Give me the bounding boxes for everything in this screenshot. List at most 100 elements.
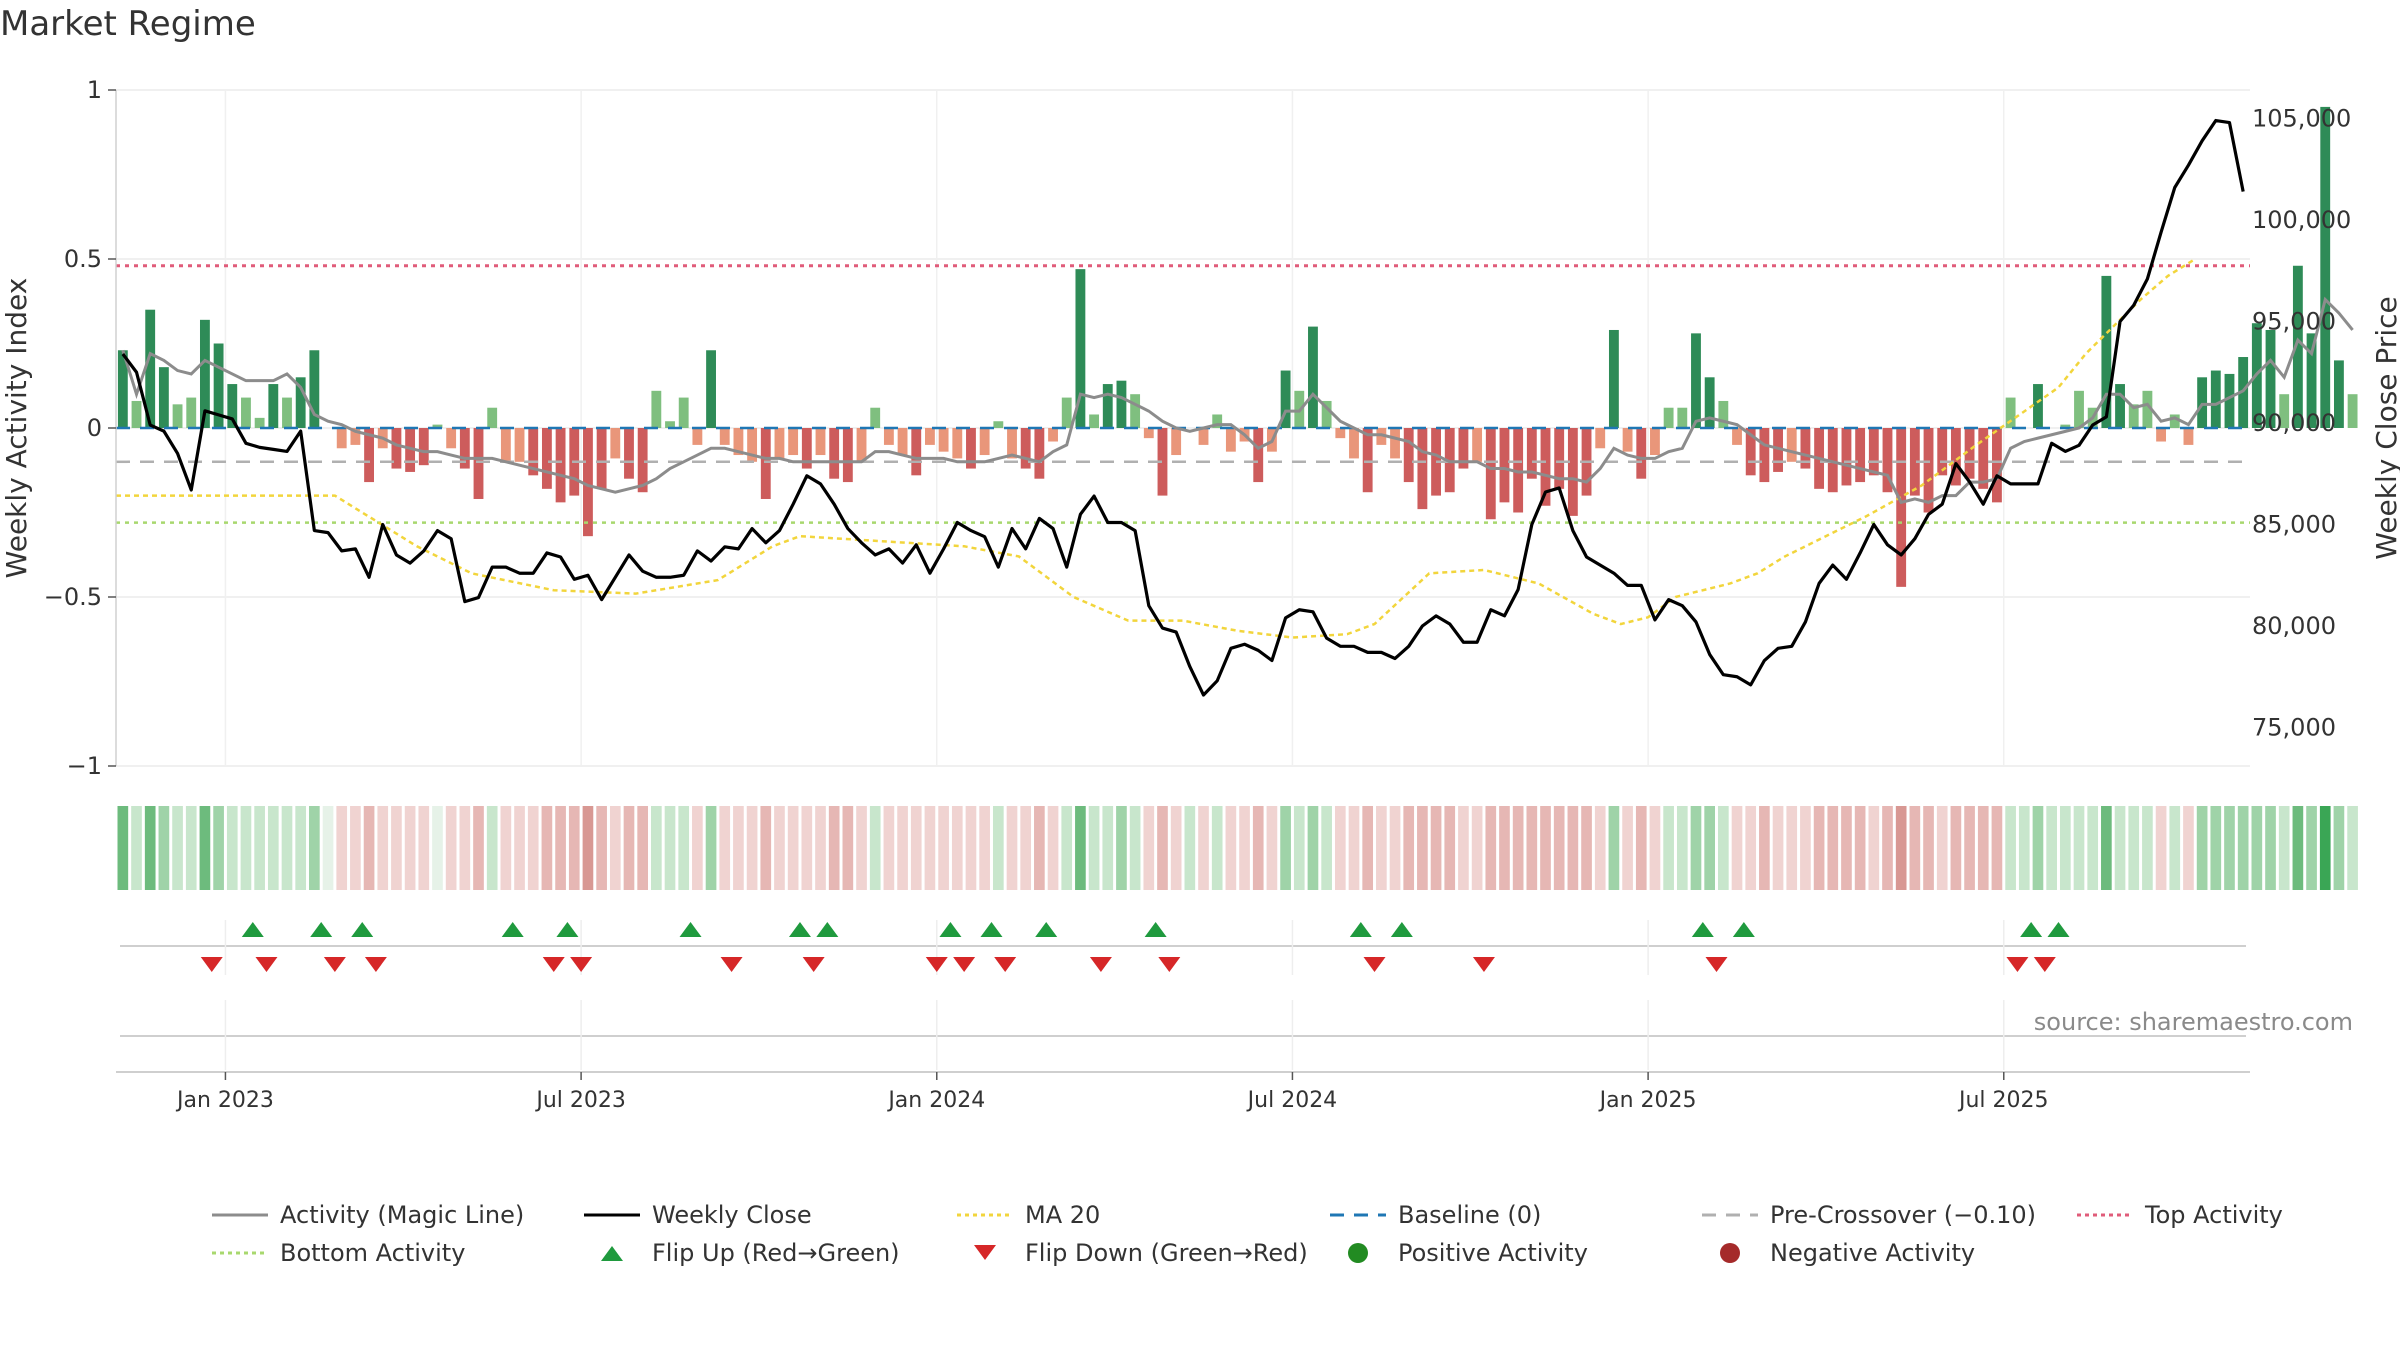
y2-tick-label: 95,000 xyxy=(2252,308,2336,336)
red-dot-icon xyxy=(1720,1243,1740,1263)
activity-bar xyxy=(1143,428,1154,439)
activity-bar xyxy=(883,428,894,445)
regime-strip xyxy=(117,806,2358,890)
activity-bar xyxy=(1390,428,1400,459)
regime-cell xyxy=(2128,806,2140,890)
flip-up-marker xyxy=(556,922,579,937)
legend-label: Flip Down (Green→Red) xyxy=(1025,1239,1308,1267)
x-tick-label: Jan 2025 xyxy=(1598,1088,1697,1113)
regime-cell xyxy=(1608,806,1620,890)
regime-cell xyxy=(2169,806,2181,890)
triangle-down-icon xyxy=(974,1245,996,1260)
flip-down-marker xyxy=(2006,957,2029,972)
activity-bar xyxy=(1964,428,1975,479)
activity-bar xyxy=(158,367,169,428)
regime-cell xyxy=(1266,806,1278,890)
regime-cell xyxy=(1471,806,1483,890)
activity-bar xyxy=(1444,428,1455,493)
activity-bar xyxy=(541,428,552,489)
activity-bar xyxy=(733,428,744,456)
regime-cell xyxy=(555,806,566,890)
activity-bar xyxy=(1485,428,1496,520)
regime-cell xyxy=(2347,806,2358,890)
activity-bar xyxy=(897,428,908,456)
regime-cell xyxy=(391,806,402,890)
activity-bar xyxy=(364,428,374,483)
activity-bar xyxy=(2224,373,2235,428)
y2-tick-label: 75,000 xyxy=(2252,714,2336,742)
regime-cell xyxy=(1047,806,1059,890)
regime-cell xyxy=(678,806,690,890)
regime-cell xyxy=(500,806,512,890)
activity-bar xyxy=(1020,428,1031,469)
regime-cell xyxy=(1512,806,1524,890)
dotted-green-line xyxy=(212,1251,268,1255)
activity-bar xyxy=(2210,370,2221,428)
activity-bar xyxy=(391,428,402,469)
regime-cell xyxy=(1827,806,1839,890)
flip-up-marker xyxy=(351,922,374,937)
activity-bar xyxy=(213,343,224,428)
regime-cell xyxy=(1116,806,1127,890)
regime-cell xyxy=(746,806,758,890)
regime-cell xyxy=(1334,806,1346,890)
regime-cell xyxy=(1977,806,1989,890)
activity-bar xyxy=(665,421,675,428)
activity-bar xyxy=(1048,428,1058,442)
regime-cell xyxy=(1540,806,1551,890)
activity-bar xyxy=(1882,428,1893,493)
legend-item-close: Weekly Close xyxy=(582,1200,812,1230)
activity-bar xyxy=(1732,428,1742,445)
regime-cell xyxy=(1786,806,1798,890)
regime-cell xyxy=(1622,806,1633,890)
regime-cell xyxy=(117,806,129,890)
regime-cell xyxy=(1157,806,1168,890)
green-dot-icon xyxy=(1348,1243,1368,1263)
solid-gray-line xyxy=(212,1213,268,1217)
activity-bar xyxy=(1198,428,1209,445)
regime-cell xyxy=(2251,806,2263,890)
activity-bar xyxy=(1102,384,1113,428)
axes: 1 0.5 0 −0.5 −1 Weekly Activity Index 105,000 1… xyxy=(0,76,2400,780)
legend-label: Positive Activity xyxy=(1398,1239,1588,1267)
activity-bar xyxy=(1950,428,1961,486)
regime-cell xyxy=(295,806,307,890)
regime-cell xyxy=(1225,806,1237,890)
regime-cell xyxy=(1376,806,1387,890)
flip-up-marker xyxy=(2020,922,2043,937)
flip-down-marker xyxy=(1705,957,1728,972)
flip-down-marker xyxy=(570,957,593,972)
regime-cell xyxy=(2292,806,2304,890)
regime-cell xyxy=(1143,806,1155,890)
activity-bar xyxy=(2306,333,2317,428)
activity-bar xyxy=(1745,428,1756,476)
regime-cell xyxy=(2210,806,2222,890)
activity-bar xyxy=(1608,329,1619,428)
y-tick-label: −1 xyxy=(67,752,102,780)
activity-bar xyxy=(514,428,525,462)
regime-cell xyxy=(910,806,922,890)
regime-cell xyxy=(2319,806,2331,890)
regime-cell xyxy=(131,806,142,890)
activity-bar xyxy=(2292,265,2303,428)
activity-bar xyxy=(1841,428,1852,486)
regime-cell xyxy=(158,806,170,890)
activity-bar xyxy=(925,428,935,445)
regime-cell xyxy=(1936,806,1948,890)
activity-bar xyxy=(295,377,306,428)
activity-bar xyxy=(1225,428,1236,452)
regime-cell xyxy=(350,806,361,890)
activity-bar xyxy=(979,428,990,456)
activity-bar xyxy=(1663,407,1674,428)
flip-up-marker xyxy=(2047,922,2070,937)
activity-bars xyxy=(117,106,2358,587)
activity-bar xyxy=(446,428,457,449)
flip-down-marker xyxy=(720,957,743,972)
legend-item-neg: Negative Activity xyxy=(1700,1238,1975,1268)
y-axis-label: Weekly Activity Index xyxy=(0,278,33,579)
flip-down-marker xyxy=(1158,957,1181,972)
activity-bar xyxy=(117,350,128,428)
regime-cell xyxy=(213,806,224,890)
regime-cell xyxy=(377,806,389,890)
regime-cell xyxy=(1854,806,1866,890)
